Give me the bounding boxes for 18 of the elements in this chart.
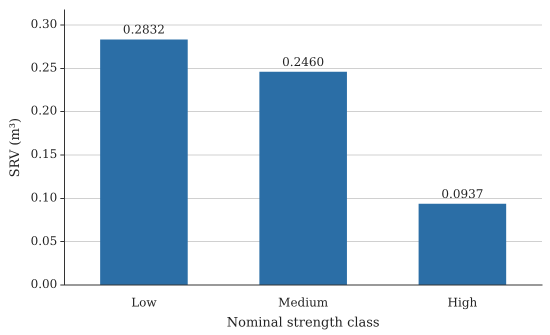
- y-tick-label: 0.10: [30, 190, 58, 204]
- data-label: 0.2832: [122, 22, 165, 37]
- x-axis-title: Nominal strength class: [226, 316, 380, 331]
- bar: [418, 204, 506, 284]
- data-label: 0.0937: [441, 186, 484, 201]
- y-tick-label: 0.30: [30, 17, 58, 32]
- y-tick-label: 0.25: [30, 60, 58, 74]
- bar: [100, 40, 188, 284]
- y-tick-label: 0.20: [30, 104, 58, 118]
- x-tick-label: Low: [131, 295, 158, 310]
- x-tick-label: Medium: [278, 295, 329, 310]
- y-tick-label: 0.00: [30, 277, 58, 292]
- data-label: 0.2460: [282, 54, 324, 69]
- bar: [259, 72, 347, 284]
- y-tick-label: 0.05: [30, 234, 58, 248]
- y-axis-title: SRV (m³): [8, 118, 24, 178]
- x-tick-label: High: [448, 295, 478, 310]
- y-tick-label: 0.15: [30, 147, 58, 162]
